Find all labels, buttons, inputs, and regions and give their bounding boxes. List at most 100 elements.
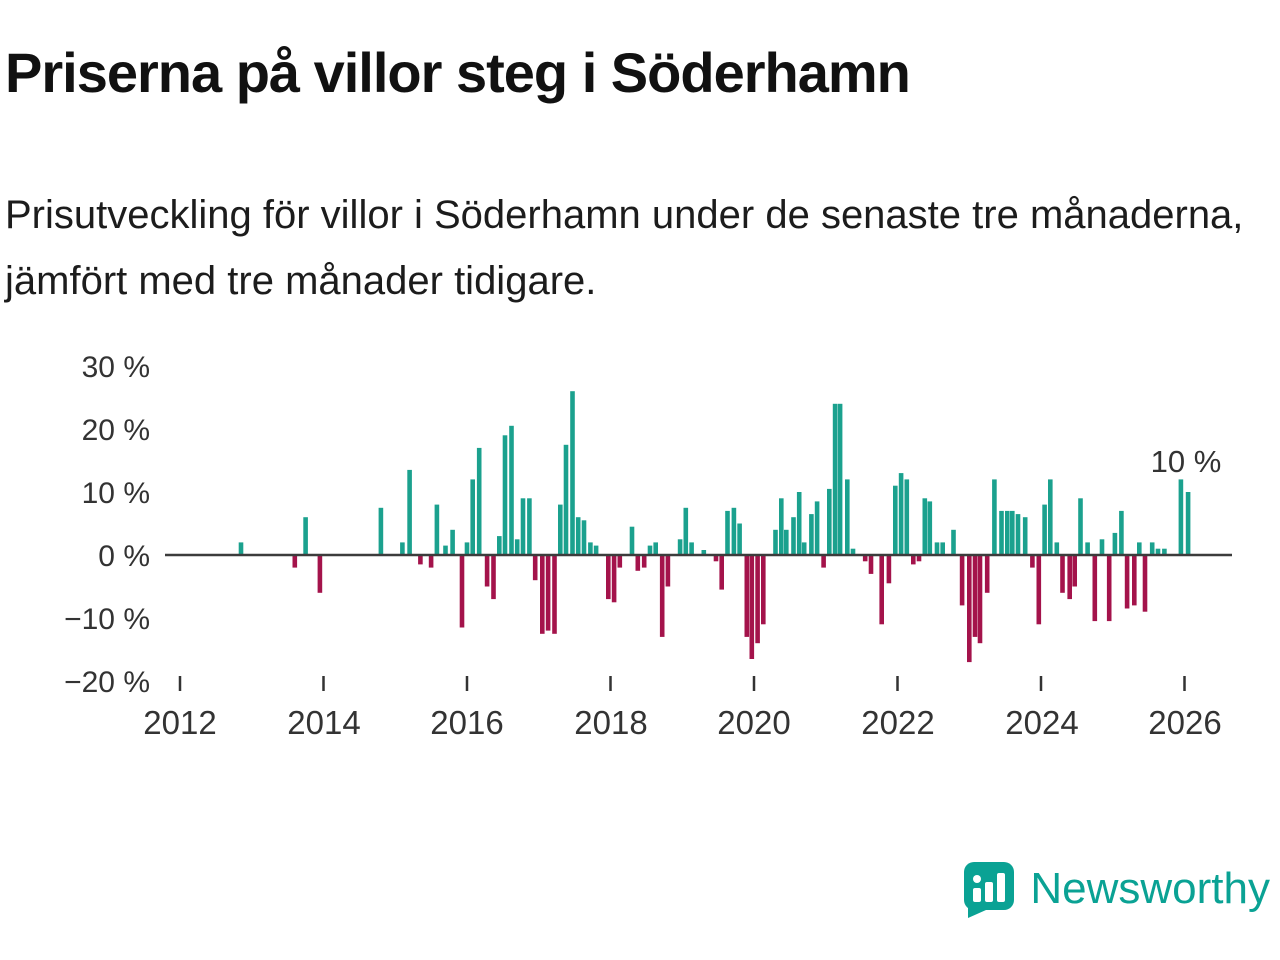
x-axis-tick-label: 2018 [574,704,648,741]
bar [784,529,789,555]
bar [1010,510,1015,555]
bar [552,555,557,634]
bar [737,523,742,555]
y-axis-tick-label: 30 % [81,351,150,384]
brand-name: Newsworthy [1030,864,1270,913]
bar [238,542,244,555]
bar [940,542,945,555]
bar [725,510,730,555]
bar [1106,555,1112,622]
bar [1149,542,1155,555]
bar [821,555,826,568]
bar [659,555,665,637]
bar [570,391,575,555]
bar [1036,555,1042,625]
bar [868,555,874,574]
bar [617,555,623,568]
bar [464,542,470,555]
bar [689,542,694,555]
bar [532,555,538,581]
bar [1078,498,1083,555]
bar [862,555,868,562]
page-title: Priserna på villor steg i Söderhamn [5,41,911,104]
bar [1005,510,1010,555]
bar [761,555,766,625]
bar [1155,548,1161,555]
bar [418,555,423,565]
bar [1132,555,1137,606]
bar [545,555,551,631]
bar [647,545,653,555]
bar [731,507,737,556]
bar [378,507,384,556]
bar [611,555,617,603]
bar [1112,532,1118,555]
y-axis-tick-label: 10 % [81,477,150,510]
bar [558,504,563,555]
bar [450,529,455,555]
bar [1178,479,1184,555]
bar [653,542,658,555]
bar [588,542,593,555]
bar [476,447,482,555]
bar [850,548,856,555]
x-axis-tick-label: 2016 [430,704,504,741]
bar [701,550,707,555]
bar [845,479,850,555]
bar [484,555,490,587]
bar [1015,514,1021,555]
bar [1137,542,1142,555]
bar [400,542,405,555]
bar [755,555,760,644]
x-axis-tick-label: 2012 [143,704,217,741]
bar [992,479,997,555]
bar [1099,539,1105,556]
bar [443,545,448,555]
bar [520,498,526,555]
bar [1048,479,1053,555]
bar [575,517,581,555]
bar [635,555,641,571]
bar [1030,555,1035,568]
bar [773,529,778,555]
bar [972,555,978,637]
bar [801,542,807,555]
bar [959,555,965,606]
bar [540,555,545,634]
bar-chart-canvas [165,391,1232,691]
bar [922,498,928,555]
bar [749,555,755,659]
y-axis-tick-label: 20 % [81,414,150,447]
bar [1022,517,1028,555]
bar [509,425,514,555]
bar [1185,492,1191,555]
bar [593,545,599,555]
x-axis-tick-label: 2022 [861,704,935,741]
bar [951,529,956,555]
bar [581,520,587,555]
page-subtitle: Prisutveckling för villor i Söderhamn un… [5,193,1244,303]
bar [893,485,898,555]
bar [911,555,916,565]
bar [1072,555,1077,587]
bar [292,555,298,568]
bar [514,539,520,556]
x-axis-tick-label: 2014 [287,704,361,741]
bar [434,504,440,555]
bar [502,435,508,555]
bar [999,510,1004,555]
bar [886,555,892,584]
bar [491,555,496,600]
bar [1085,542,1090,555]
last-value-annotation: 10 % [1150,444,1222,479]
bar [641,555,647,568]
x-axis-tick-label: 2024 [1005,704,1079,741]
bar [984,555,990,593]
bar [665,555,671,587]
bar [407,469,412,555]
bar [683,507,689,556]
bar [967,555,972,663]
bar [317,555,323,593]
bar [832,403,838,555]
bar [744,555,750,637]
